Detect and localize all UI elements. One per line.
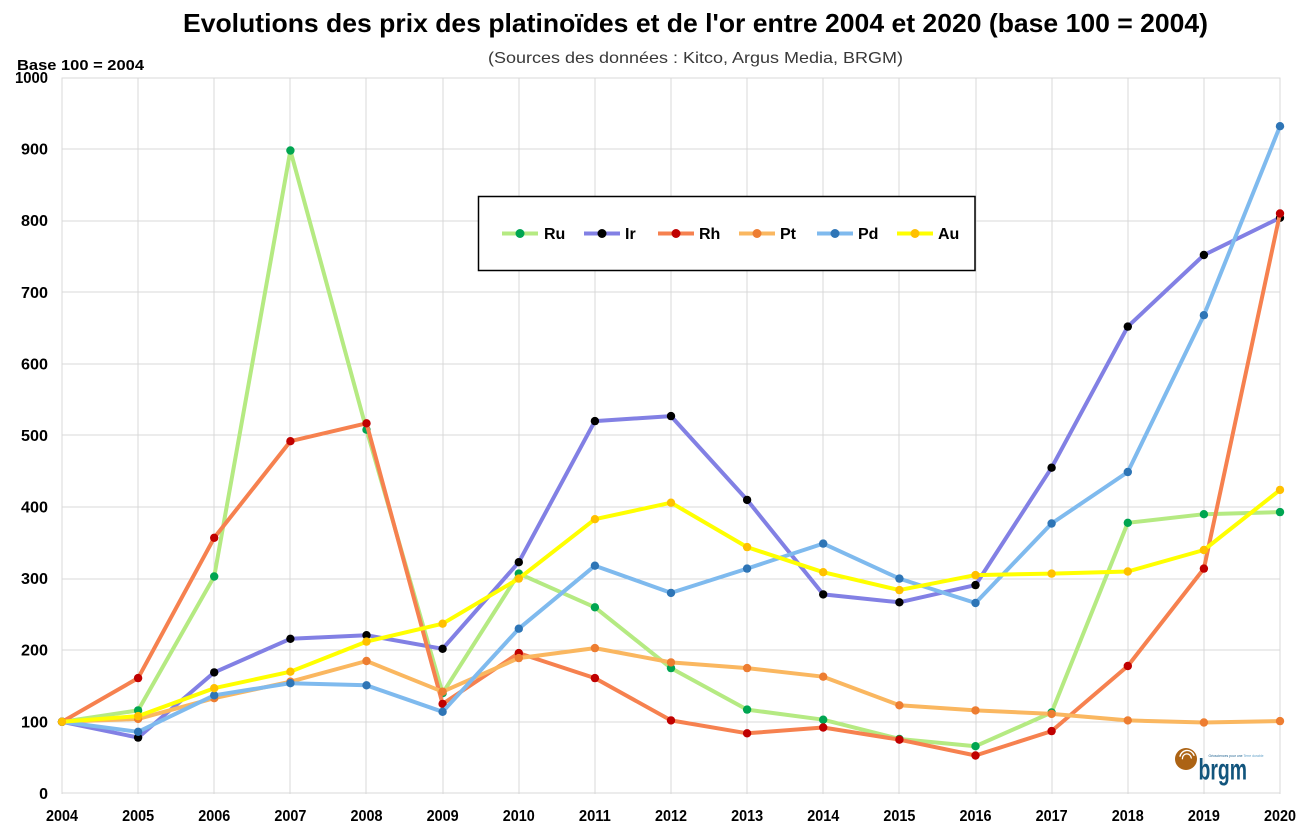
svg-text:2017: 2017	[1036, 808, 1068, 825]
svg-text:1000: 1000	[15, 70, 48, 87]
svg-text:Géosciences pour une Terre dur: Géosciences pour une Terre durable	[1209, 753, 1264, 758]
svg-text:2019: 2019	[1188, 808, 1220, 825]
svg-text:800: 800	[21, 213, 48, 230]
svg-text:2013: 2013	[731, 808, 763, 825]
svg-text:2007: 2007	[274, 808, 306, 825]
svg-text:2015: 2015	[883, 808, 915, 825]
svg-text:2008: 2008	[351, 808, 383, 825]
svg-text:Au: Au	[938, 226, 959, 243]
svg-text:2018: 2018	[1112, 808, 1144, 825]
svg-text:Pt: Pt	[780, 226, 797, 243]
svg-text:100: 100	[21, 714, 48, 731]
svg-text:Ru: Ru	[544, 226, 565, 243]
svg-text:600: 600	[21, 356, 48, 373]
svg-text:300: 300	[21, 571, 48, 588]
svg-text:0: 0	[39, 786, 48, 803]
svg-text:400: 400	[21, 500, 48, 517]
svg-text:brgm: brgm	[1199, 754, 1248, 787]
svg-text:2014: 2014	[807, 808, 839, 825]
svg-text:2011: 2011	[579, 808, 611, 825]
svg-text:(Sources des données : Kitco,: (Sources des données : Kitco, Argus Medi…	[488, 50, 903, 67]
svg-text:Pd: Pd	[858, 226, 878, 243]
svg-text:2005: 2005	[122, 808, 154, 825]
svg-text:Base 100 = 2004: Base 100 = 2004	[17, 57, 145, 74]
svg-text:2006: 2006	[198, 808, 230, 825]
svg-text:2009: 2009	[427, 808, 459, 825]
svg-text:2020: 2020	[1264, 808, 1296, 825]
svg-text:200: 200	[21, 643, 48, 660]
svg-text:Rh: Rh	[699, 226, 720, 243]
svg-text:2012: 2012	[655, 808, 687, 825]
svg-text:Ir: Ir	[625, 226, 636, 243]
svg-text:700: 700	[21, 285, 48, 302]
svg-text:Evolutions des prix des platin: Evolutions des prix des platinoïdes et d…	[183, 8, 1208, 38]
svg-text:2016: 2016	[960, 808, 992, 825]
svg-text:500: 500	[21, 428, 48, 445]
svg-text:2004: 2004	[46, 808, 78, 825]
svg-text:2010: 2010	[503, 808, 535, 825]
svg-text:900: 900	[21, 142, 48, 159]
